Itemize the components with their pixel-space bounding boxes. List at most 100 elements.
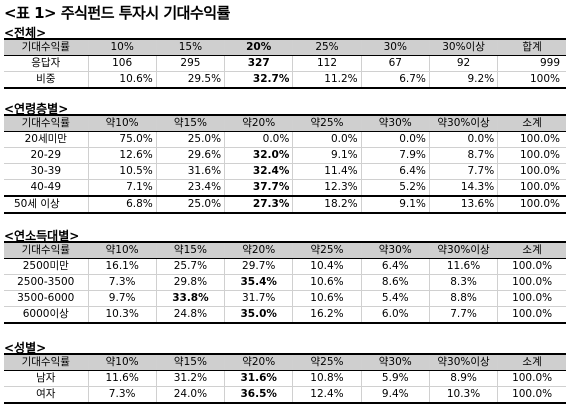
table-cell: 8.3% xyxy=(428,274,498,291)
table-cell: 8.9% xyxy=(428,370,498,387)
table-cell: 10.3% xyxy=(87,306,157,324)
table-cell: 10.6% xyxy=(292,290,362,307)
table-cell: 999 xyxy=(497,55,566,72)
table-cell: 6.0% xyxy=(360,306,430,324)
table-cell: 8.7% xyxy=(428,147,498,164)
table-cell: 36.5% xyxy=(224,386,293,404)
table-cell: 11.6% xyxy=(428,258,498,275)
row-label: 2500-3500 xyxy=(4,274,88,291)
table-cell: 0.0% xyxy=(360,131,430,148)
header-cell: 소계 xyxy=(497,114,566,132)
table-cell: 7.3% xyxy=(87,274,157,291)
table-row: 비중 10.6% 29.5% 32.7% 11.2% 6.7% 9.2% 100… xyxy=(4,71,566,89)
table-cell: 10.6% xyxy=(292,274,362,291)
table-cell: 100% xyxy=(497,71,566,89)
table-income: 기대수익률 약10% 약15% 약20% 약25% 약30% 약30%이상 소계… xyxy=(4,241,566,324)
table-cell: 100.0% xyxy=(497,306,566,324)
row-label: 2500미만 xyxy=(4,258,88,275)
table-cell: 9.2% xyxy=(428,71,498,89)
table-cell: 33.8% xyxy=(155,290,225,307)
table-cell: 27.3% xyxy=(224,196,293,214)
header-cell: 약10% xyxy=(87,114,157,132)
table-cell: 9.1% xyxy=(360,196,430,214)
table-cell: 0.0% xyxy=(292,131,362,148)
table-row: 2500-3500 7.3% 29.8% 35.4% 10.6% 8.6% 8.… xyxy=(4,274,566,291)
table-cell: 11.6% xyxy=(87,370,157,387)
row-label: 20-29 xyxy=(4,147,88,164)
section-title-income: <연소득대별> xyxy=(4,229,80,243)
header-cell: 약10% xyxy=(87,241,157,259)
header-cell: 약30% xyxy=(360,241,430,259)
table-cell: 31.6% xyxy=(224,370,293,387)
table-cell: 10.4% xyxy=(292,258,362,275)
header-cell: 약25% xyxy=(292,353,362,371)
row-label: 30-39 xyxy=(4,163,88,180)
header-cell: 약15% xyxy=(155,114,225,132)
table-cell: 16.2% xyxy=(292,306,362,324)
header-cell: 30%이상 xyxy=(428,38,498,56)
table-header-row: 기대수익률 약10% 약15% 약20% 약25% 약30% 약30%이상 소계 xyxy=(4,114,566,132)
table-row: 여자 7.3% 24.0% 36.5% 12.4% 9.4% 10.3% 100… xyxy=(4,386,566,404)
table-cell: 12.6% xyxy=(87,147,157,164)
table-cell: 10.6% xyxy=(87,71,157,89)
table-cell: 75.0% xyxy=(87,131,157,148)
table-cell: 10.8% xyxy=(292,370,362,387)
table-cell: 12.4% xyxy=(292,386,362,404)
row-label: 20세미만 xyxy=(4,131,88,148)
table-cell: 92 xyxy=(428,55,498,72)
header-cell: 10% xyxy=(87,38,157,56)
table-cell: 29.5% xyxy=(155,71,225,89)
table-cell: 6.4% xyxy=(360,163,430,180)
table-row: 20세미만 75.0% 25.0% 0.0% 0.0% 0.0% 0.0% 10… xyxy=(4,131,566,148)
table-cell: 24.8% xyxy=(155,306,225,324)
header-cell: 소계 xyxy=(497,241,566,259)
table-total: 기대수익률 10% 15% 20% 25% 30% 30%이상 합계 응답자 1… xyxy=(4,38,566,89)
table-age: 기대수익률 약10% 약15% 약20% 약25% 약30% 약30%이상 소계… xyxy=(4,114,566,214)
header-cell: 약30% xyxy=(360,114,430,132)
table-cell: 6.8% xyxy=(87,196,157,214)
table-row: 40-49 7.1% 23.4% 37.7% 12.3% 5.2% 14.3% … xyxy=(4,179,566,197)
header-cell: 기대수익률 xyxy=(4,241,88,259)
table-cell: 100.0% xyxy=(497,147,566,164)
header-cell: 기대수익률 xyxy=(4,38,88,56)
table-header-row: 기대수익률 약10% 약15% 약20% 약25% 약30% 약30%이상 소계 xyxy=(4,353,566,371)
table-cell: 112 xyxy=(292,55,362,72)
table-cell: 9.1% xyxy=(292,147,362,164)
header-cell: 약20% xyxy=(224,114,293,132)
table-cell: 327 xyxy=(224,55,293,72)
table-cell: 6.7% xyxy=(360,71,430,89)
header-cell: 기대수익률 xyxy=(4,114,88,132)
table-row: 30-39 10.5% 31.6% 32.4% 11.4% 6.4% 7.7% … xyxy=(4,163,566,180)
table-cell: 7.7% xyxy=(428,163,498,180)
table-cell: 10.3% xyxy=(428,386,498,404)
table-cell: 24.0% xyxy=(155,386,225,404)
table-cell: 29.7% xyxy=(224,258,293,275)
table-row: 응답자 106 295 327 112 67 92 999 xyxy=(4,55,566,72)
table-row: 3500-6000 9.7% 33.8% 31.7% 10.6% 5.4% 8.… xyxy=(4,290,566,307)
table-cell: 100.0% xyxy=(497,131,566,148)
table-cell: 8.6% xyxy=(360,274,430,291)
row-label: 여자 xyxy=(4,386,88,404)
table-cell: 32.0% xyxy=(224,147,293,164)
table-gender: 기대수익률 약10% 약15% 약20% 약25% 약30% 약30%이상 소계… xyxy=(4,353,566,404)
table-row: 2500미만 16.1% 25.7% 29.7% 10.4% 6.4% 11.6… xyxy=(4,258,566,275)
table-cell: 67 xyxy=(360,55,430,72)
header-cell: 기대수익률 xyxy=(4,353,88,371)
table-cell: 32.4% xyxy=(224,163,293,180)
table-cell: 7.9% xyxy=(360,147,430,164)
table-row: 50세 이상 6.8% 25.0% 27.3% 18.2% 9.1% 13.6%… xyxy=(4,196,566,214)
table-cell: 29.8% xyxy=(155,274,225,291)
table-cell: 100.0% xyxy=(497,274,566,291)
table-cell: 37.7% xyxy=(224,179,293,197)
table-cell: 5.2% xyxy=(360,179,430,197)
table-row: 20-29 12.6% 29.6% 32.0% 9.1% 7.9% 8.7% 1… xyxy=(4,147,566,164)
header-cell: 약30%이상 xyxy=(428,353,498,371)
row-label: 응답자 xyxy=(4,55,88,72)
table-cell: 7.7% xyxy=(428,306,498,324)
section-title-gender: <성별> xyxy=(4,341,47,355)
table-cell: 6.4% xyxy=(360,258,430,275)
table-cell: 5.4% xyxy=(360,290,430,307)
header-cell: 약30%이상 xyxy=(428,114,498,132)
table-cell: 100.0% xyxy=(497,386,566,404)
header-cell: 약30% xyxy=(360,353,430,371)
